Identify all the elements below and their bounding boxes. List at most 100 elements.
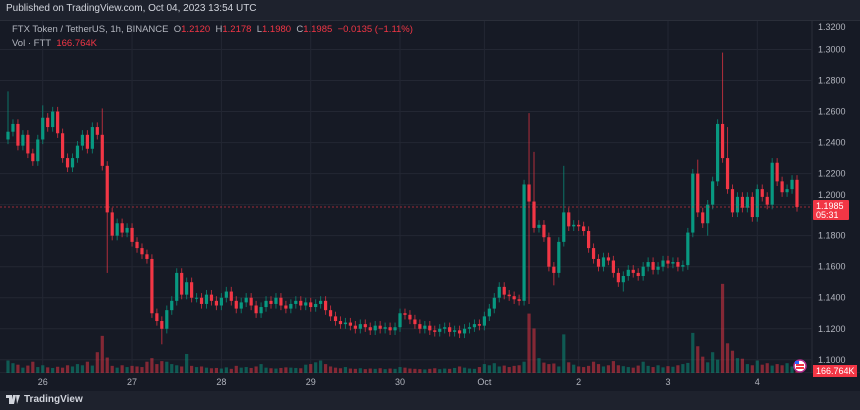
volume-bar (701, 356, 705, 373)
volume-label[interactable]: Vol · FTT (12, 38, 52, 49)
volume-bar (790, 366, 794, 373)
candle-body (631, 269, 635, 273)
volume-bar (65, 365, 70, 373)
volume-bar (403, 367, 407, 373)
volume-bar (711, 352, 715, 373)
volume-bar (194, 367, 199, 373)
candle-body (314, 303, 318, 308)
price-tick-label: 1.2800 (818, 76, 846, 86)
volume-bar (165, 361, 169, 373)
candle-body (41, 117, 45, 140)
candle-body (671, 262, 675, 264)
volume-bar (582, 367, 586, 373)
candle-body (299, 300, 303, 306)
candle-body (140, 248, 144, 255)
candle-body (125, 227, 129, 233)
volume-bar (254, 366, 258, 373)
candle-body (745, 196, 749, 208)
volume-bar (398, 367, 402, 373)
candle-body (204, 294, 209, 304)
candle-body (522, 184, 526, 301)
candle-body (472, 324, 477, 328)
volume-bar (358, 368, 362, 373)
candle-body (85, 134, 89, 149)
candlestick-chart[interactable]: 1.1000 1.1200 1.1400 1.1600 1.1800 1.2000 1.22… (0, 21, 860, 391)
candle-body (80, 134, 85, 146)
candle-body (582, 226, 586, 232)
volume-bar (150, 358, 154, 373)
time-tick-label: Oct (477, 377, 492, 387)
volume-bar (408, 368, 412, 373)
candle-body (720, 123, 725, 159)
candle-body (135, 241, 139, 249)
candle-body (636, 272, 640, 277)
volume-row: Vol · FTT 166.764K (12, 37, 413, 51)
volume-bar (537, 358, 541, 373)
volume-bar (373, 368, 377, 373)
volume-bar (656, 365, 660, 373)
time-tick-label: 28 (216, 377, 226, 387)
us-flag-stripe (796, 364, 804, 366)
volume-bar (457, 366, 462, 373)
volume-bar (70, 366, 75, 373)
brand-name[interactable]: TradingView (24, 394, 83, 405)
volume-bar (224, 367, 228, 373)
volume-bar (234, 365, 238, 373)
volume-bar (448, 368, 452, 373)
volume-bar (314, 362, 318, 373)
volume-bar (309, 364, 313, 373)
candle-body (130, 227, 134, 242)
volume-bar (90, 365, 94, 373)
volume-bar (383, 369, 387, 373)
symbol-title[interactable]: FTX Token / TetherUS, 1h, BINANCE (12, 24, 169, 35)
volume-bar (56, 366, 60, 373)
volume-bar (671, 366, 675, 373)
volume-bar (611, 361, 615, 373)
volume-bar (105, 357, 109, 373)
candle-body (160, 321, 164, 329)
price-tick-label: 1.2600 (818, 107, 846, 117)
volume-bar (299, 368, 303, 373)
candle-body (676, 262, 680, 267)
volume-bar (239, 367, 243, 373)
candle-body (120, 223, 124, 233)
time-tick-label: 27 (127, 377, 137, 387)
candle-body (51, 111, 55, 128)
volume-bar (532, 328, 536, 373)
volume-bar (497, 366, 501, 373)
volume-bar (438, 369, 442, 373)
volume-bar (586, 365, 591, 373)
volume-bar (249, 367, 253, 373)
volume-bar (477, 367, 482, 373)
candle-body (254, 305, 258, 314)
candle-body (453, 330, 457, 332)
candle-body (428, 325, 432, 331)
candle-body (274, 297, 278, 304)
current-price-value: 1.1985 (816, 201, 844, 211)
time-tick-label: 4 (755, 377, 760, 387)
candle-body (115, 223, 119, 236)
candle-body (765, 196, 769, 205)
time-tick-label: 3 (665, 377, 670, 387)
volume-bar (423, 369, 427, 373)
volume-bar (512, 365, 516, 373)
volume-bar (338, 368, 343, 373)
volume-bar (562, 334, 566, 373)
candle-body (691, 173, 695, 233)
chart-frame[interactable]: 1.1000 1.1200 1.1400 1.1600 1.1800 1.2000 1.22… (0, 20, 860, 391)
volume-bar (333, 367, 338, 373)
volume-bar (274, 368, 278, 373)
volume-bar (616, 365, 620, 373)
volume-bar (462, 367, 467, 373)
candle-body (294, 300, 298, 304)
candle-body (532, 201, 536, 228)
candle-body (304, 302, 308, 306)
volume-bar (572, 364, 576, 373)
candle-body (552, 266, 556, 273)
volume-bar (269, 368, 273, 373)
price-tick-label: 1.1800 (818, 231, 846, 241)
time-axis[interactable] (0, 373, 860, 391)
candle-body (711, 181, 715, 205)
volume-bar (542, 362, 546, 373)
volume-bar (175, 365, 179, 373)
